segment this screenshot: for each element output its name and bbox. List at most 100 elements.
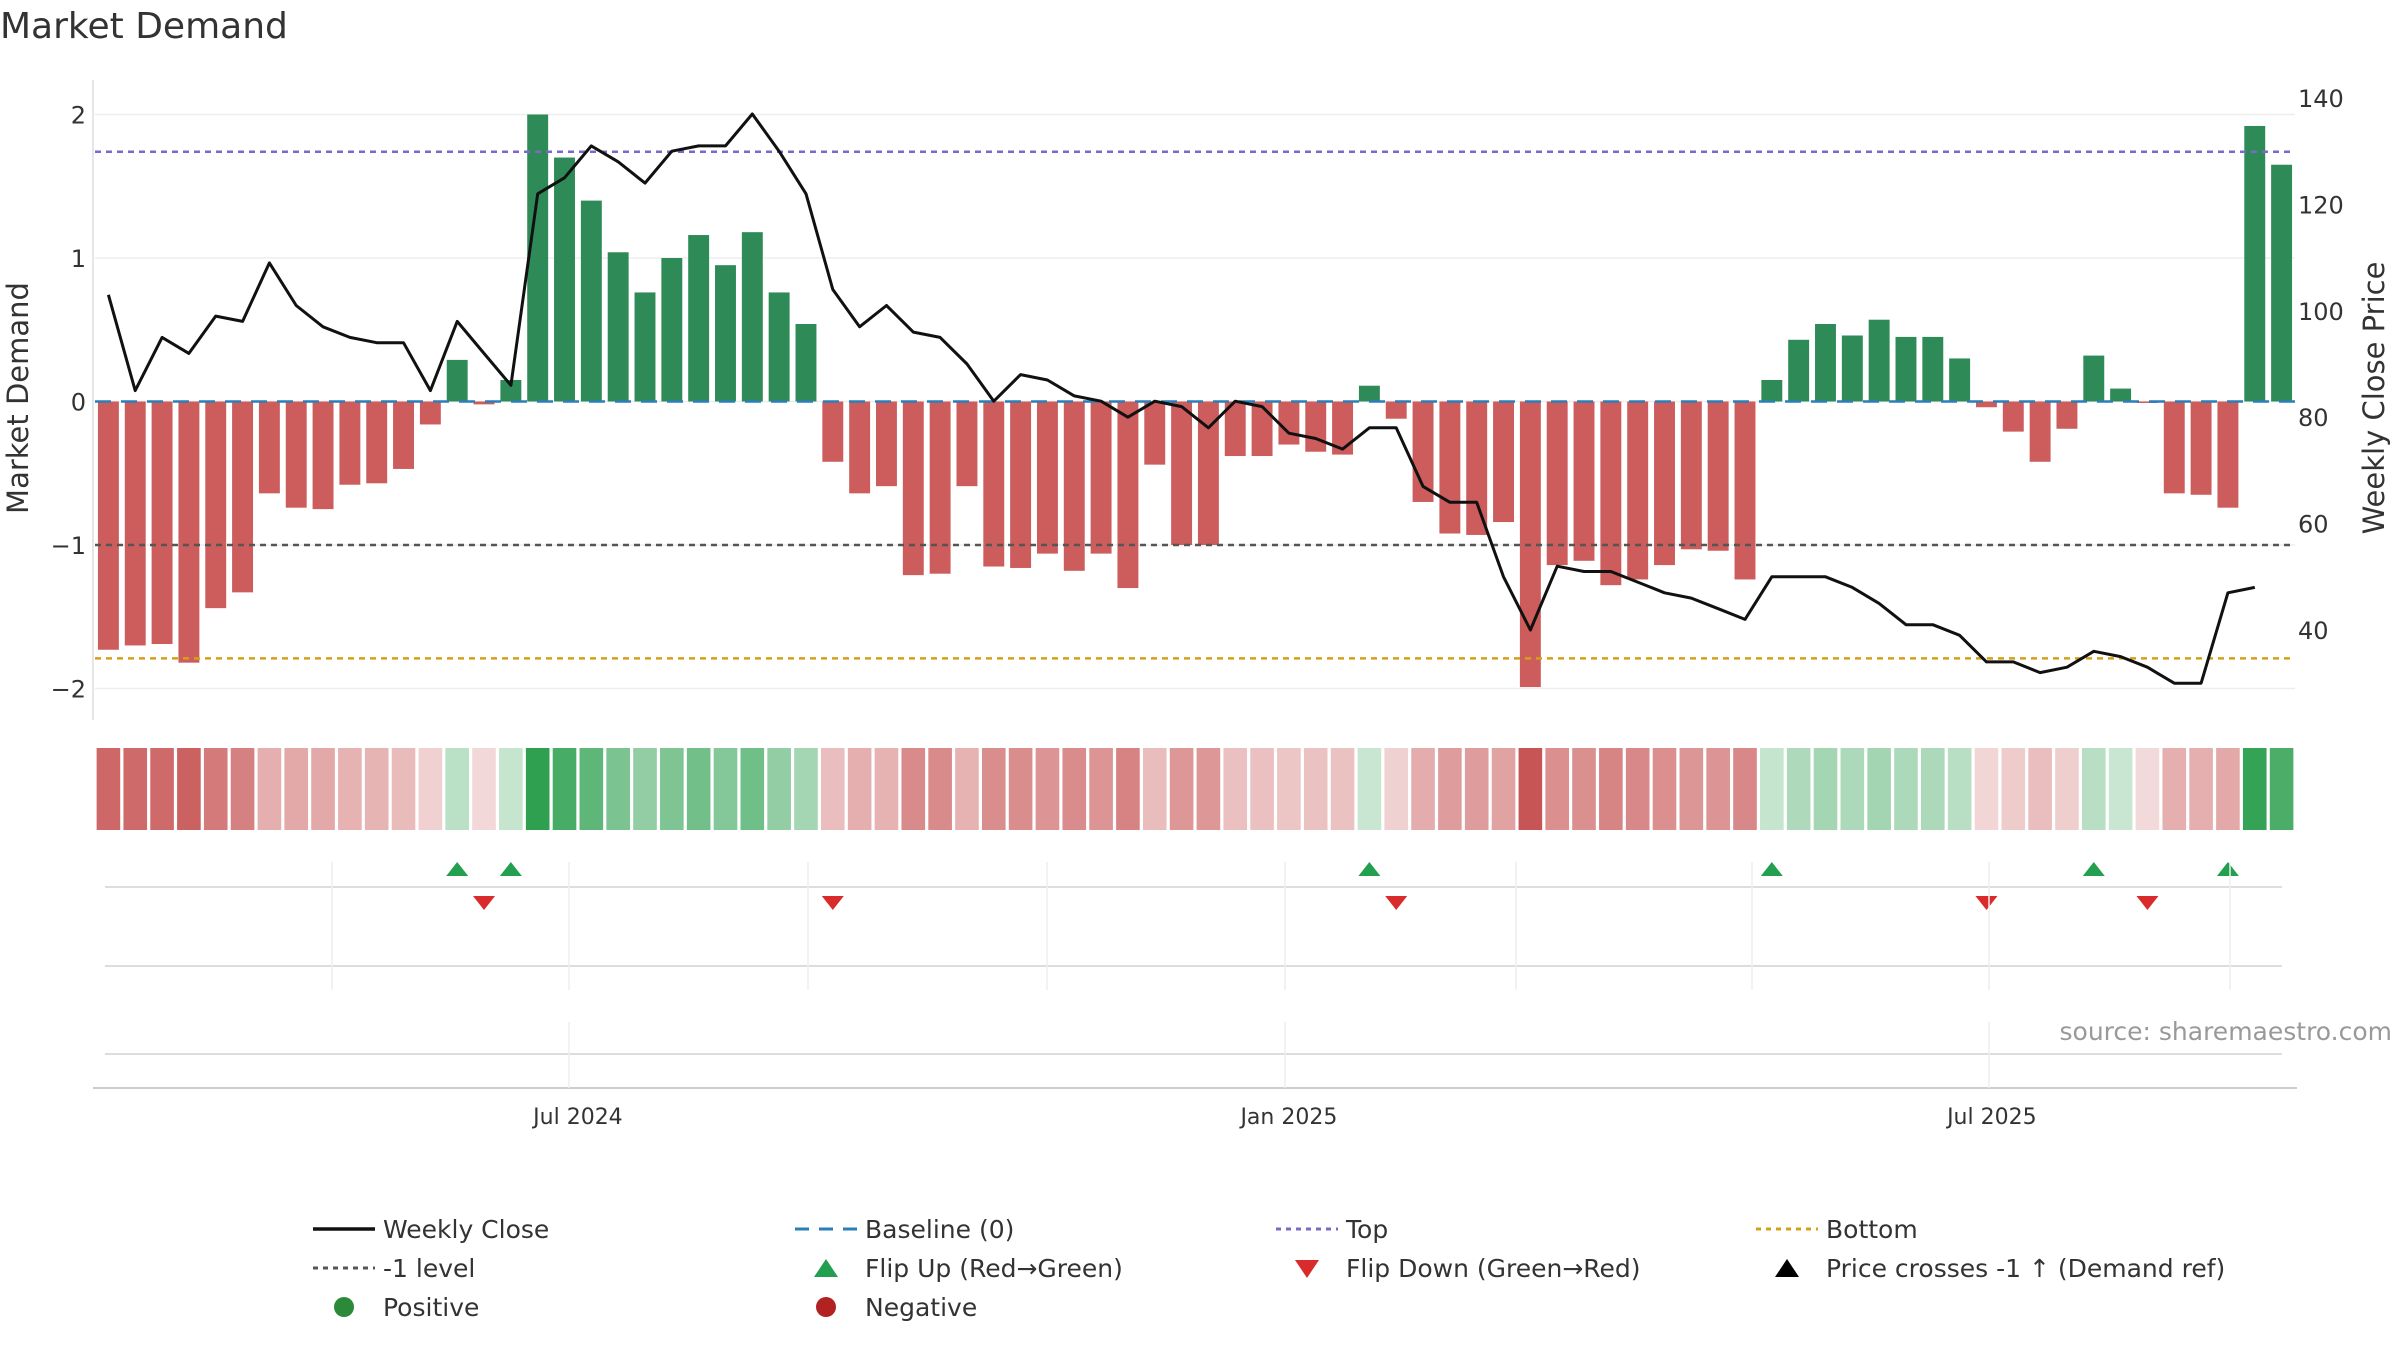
- demand-bar-69: [1949, 358, 1971, 402]
- heat-cell-10: [364, 748, 389, 830]
- demand-bar-36: [1063, 401, 1085, 571]
- legend-swatch-9: [816, 1297, 836, 1317]
- demand-bar-42: [1224, 401, 1246, 457]
- demand-bar-64: [1815, 324, 1836, 402]
- heat-cell-41: [1196, 748, 1221, 830]
- demand-bar-2: [151, 401, 173, 645]
- y-tick-2: 0: [71, 389, 86, 417]
- flip-down-marker-0: [473, 896, 496, 910]
- heat-cell-46: [1330, 748, 1355, 830]
- demand-bars: [97, 114, 2293, 688]
- legend-label-1: Baseline (0): [865, 1215, 1014, 1244]
- demand-bar-39: [1144, 401, 1166, 465]
- heat-cell-67: [1894, 748, 1918, 830]
- legend: Weekly Close Baseline (0) Top Bottom -1 leve…: [313, 1215, 2225, 1322]
- heat-cell-68: [1921, 748, 1945, 830]
- demand-bar-55: [1573, 401, 1595, 561]
- flip-markers: [105, 862, 2282, 910]
- heat-cell-63: [1786, 748, 1811, 830]
- demand-bar-52: [1493, 401, 1514, 523]
- legend-label-7: Price crosses -1 ↑ (Demand ref): [1826, 1254, 2225, 1283]
- y2-tick-4: 60: [2298, 511, 2329, 539]
- heat-cell-23: [713, 748, 738, 830]
- flip-up-marker-1: [499, 862, 522, 876]
- y2-axis-label: Weekly Close Price: [2357, 262, 2391, 535]
- demand-bar-54: [1546, 401, 1568, 566]
- heat-cell-25: [767, 748, 791, 830]
- legend-item-4: -1 level: [313, 1254, 475, 1283]
- y-tick-4: −2: [51, 676, 86, 704]
- demand-bar-12: [419, 401, 441, 425]
- heat-cell-70: [1974, 748, 1999, 830]
- demand-bar-38: [1117, 401, 1139, 589]
- heat-cell-6: [257, 748, 282, 830]
- heat-cell-35: [1035, 748, 1060, 830]
- demand-bar-28: [849, 401, 871, 494]
- demand-bar-9: [339, 401, 361, 485]
- heat-cell-62: [1760, 748, 1784, 830]
- heat-cell-14: [472, 748, 496, 830]
- lower-panels: [93, 862, 2297, 1089]
- heat-cell-38: [1116, 748, 1140, 830]
- heat-cell-49: [1411, 748, 1435, 830]
- heat-cell-79: [2216, 748, 2240, 830]
- demand-bar-47: [1358, 385, 1380, 402]
- demand-bar-3: [178, 401, 200, 663]
- flip-down-marker-3: [1975, 896, 1998, 910]
- demand-bar-68: [1922, 336, 1944, 402]
- demand-bar-44: [1278, 401, 1300, 445]
- demand-bar-35: [1036, 401, 1058, 554]
- legend-item-8: Positive: [334, 1293, 479, 1322]
- legend-item-6: Flip Down (Green→Red): [1295, 1254, 1641, 1283]
- demand-bar-62: [1761, 379, 1783, 402]
- demand-bar-67: [1895, 336, 1917, 402]
- y-tick-3: −1: [51, 532, 86, 560]
- heat-cell-48: [1384, 748, 1409, 830]
- demand-bar-25: [768, 292, 790, 402]
- heat-cell-59: [1679, 748, 1704, 830]
- demand-bar-65: [1841, 335, 1863, 402]
- demand-bar-45: [1305, 401, 1327, 452]
- heat-cell-43: [1250, 748, 1274, 830]
- demand-bar-11: [393, 401, 414, 469]
- heat-cell-55: [1572, 748, 1596, 830]
- heat-cell-66: [1867, 748, 1891, 830]
- demand-bar-37: [1090, 401, 1112, 554]
- reference-lines: [95, 150, 2295, 660]
- demand-bar-41: [1197, 401, 1219, 545]
- y2-tick-5: 40: [2298, 617, 2329, 645]
- legend-label-0: Weekly Close: [383, 1215, 549, 1244]
- heat-cell-4: [203, 748, 228, 830]
- heat-cell-2: [150, 748, 174, 830]
- heat-cell-72: [2028, 748, 2052, 830]
- heat-cell-80: [2242, 748, 2267, 830]
- legend-item-7: Price crosses -1 ↑ (Demand ref): [1775, 1254, 2225, 1283]
- heat-cell-8: [311, 748, 335, 830]
- heat-cell-36: [1062, 748, 1087, 830]
- legend-label-2: Top: [1345, 1215, 1388, 1244]
- demand-bar-34: [1010, 401, 1032, 568]
- heat-cell-34: [1008, 748, 1033, 830]
- flip-down-marker-4: [2136, 896, 2159, 910]
- heat-cell-76: [2135, 748, 2160, 830]
- flip-up-marker-4: [2082, 862, 2105, 876]
- demand-bar-10: [366, 401, 388, 484]
- heat-cell-61: [1733, 748, 1757, 830]
- heat-cell-44: [1277, 748, 1301, 830]
- y2-tick-1: 120: [2298, 191, 2344, 219]
- heat-cell-64: [1813, 748, 1838, 830]
- demand-bar-72: [2029, 401, 2051, 462]
- heat-cell-19: [606, 748, 630, 830]
- heat-cell-13: [445, 748, 469, 830]
- heat-cell-47: [1357, 748, 1382, 830]
- demand-bar-77: [2163, 401, 2185, 494]
- heat-cell-45: [1303, 748, 1328, 830]
- heat-cell-11: [391, 748, 416, 830]
- legend-item-9: Negative: [816, 1293, 977, 1322]
- legend-item-5: Flip Up (Red→Green): [814, 1254, 1123, 1283]
- flip-up-marker-2: [1358, 862, 1381, 876]
- legend-label-9: Negative: [865, 1293, 977, 1322]
- heat-cell-0: [96, 748, 121, 830]
- legend-swatch-5: [814, 1259, 838, 1277]
- heat-cell-12: [418, 748, 443, 830]
